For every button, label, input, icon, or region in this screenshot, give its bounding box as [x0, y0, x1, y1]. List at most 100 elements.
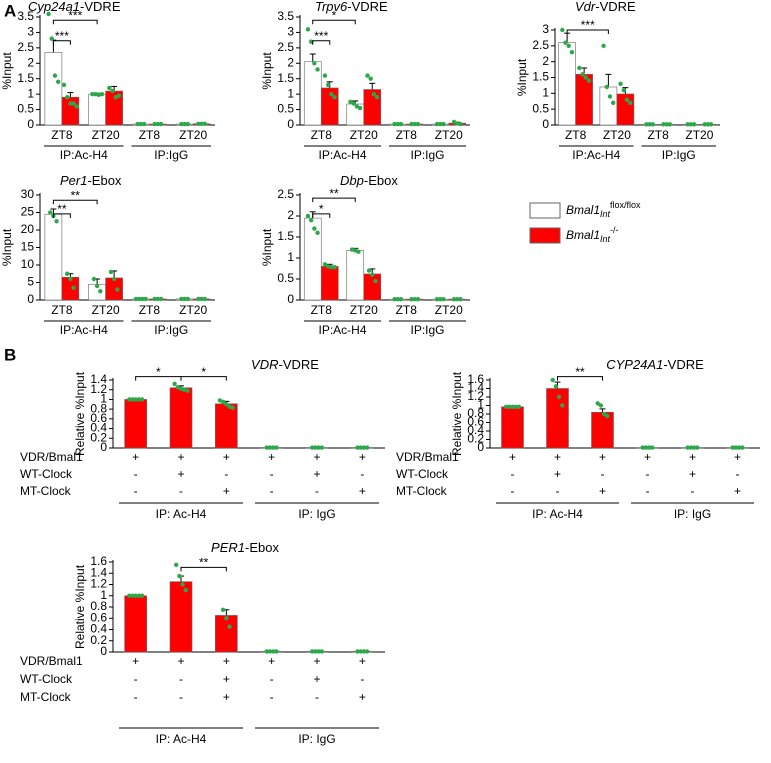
sig-bracket — [312, 213, 331, 218]
data-point — [220, 399, 226, 405]
y-axis-label: %Input — [0, 52, 14, 90]
y-tick-label: 0.8 — [90, 599, 107, 613]
data-point — [99, 91, 105, 97]
sig-label: ** — [57, 202, 67, 216]
condition-sign: + — [268, 450, 275, 464]
y-tick-label: 2.5 — [277, 187, 294, 201]
y-tick-label: 0 — [100, 440, 107, 454]
y-tick-label: 1 — [100, 392, 107, 406]
condition-sign: + — [689, 450, 696, 464]
data-point — [398, 121, 404, 127]
y-tick-label: 1.5 — [17, 71, 34, 85]
y-axis-label: %Input — [260, 52, 274, 90]
data-point — [130, 397, 135, 402]
data-point — [305, 27, 311, 32]
condition-label: VDR/Bmal1 — [396, 450, 459, 464]
data-point — [455, 296, 460, 302]
data-point — [516, 404, 522, 409]
condition-sign: + — [177, 467, 184, 481]
y-tick-label: 2 — [287, 208, 294, 222]
bar — [303, 217, 322, 301]
data-point — [510, 404, 515, 409]
sig-label: * — [201, 365, 206, 379]
x-tick-label: ZT8 — [396, 128, 418, 142]
data-point — [271, 649, 276, 654]
title-part: -VDRE — [80, 0, 121, 14]
data-point — [185, 296, 191, 302]
data-point — [736, 445, 742, 450]
data-point — [325, 82, 331, 88]
condition-sign: + — [359, 484, 366, 498]
data-point — [54, 219, 59, 224]
y-tick-label: 0.5 — [277, 271, 294, 285]
y-tick-label: 1 — [287, 86, 294, 100]
data-point — [595, 401, 600, 406]
data-point — [556, 394, 562, 400]
data-point — [569, 49, 575, 55]
data-point — [610, 100, 616, 106]
x-tick-label: ZT20 — [92, 303, 120, 317]
condition-sign: + — [554, 467, 561, 481]
y-tick-label: 3 — [287, 25, 294, 39]
sig-bracket — [312, 19, 356, 25]
data-point — [365, 73, 370, 78]
legend-sub: Int — [600, 234, 611, 244]
data-point — [605, 413, 610, 419]
data-point — [438, 121, 443, 127]
condition-sign: + — [177, 654, 184, 668]
data-point — [185, 121, 191, 127]
data-point — [351, 101, 356, 106]
y-tick-label: 30 — [21, 187, 35, 201]
x-tick-label: ZT20 — [179, 128, 207, 142]
data-point — [688, 445, 694, 450]
data-point — [332, 265, 337, 270]
y-tick-label: 0.6 — [467, 415, 484, 429]
data-point — [64, 95, 70, 100]
data-point — [182, 121, 187, 127]
x-tick-label: ZT8 — [139, 303, 161, 317]
data-point — [155, 121, 161, 127]
data-point — [560, 27, 565, 33]
data-point — [224, 616, 229, 621]
condition-sign: - — [270, 467, 274, 481]
data-point — [127, 397, 132, 402]
condition-sign: + — [734, 450, 741, 464]
x-tick-label: ZT20 — [685, 128, 713, 142]
data-point — [47, 210, 53, 215]
data-point — [315, 230, 320, 235]
y-tick-label: 2 — [542, 54, 549, 68]
x-tick-label: ZT20 — [179, 303, 207, 317]
condition-sign: - — [134, 672, 138, 686]
y-tick-label: 2 — [287, 55, 294, 69]
data-point — [577, 65, 582, 71]
y-tick-label: 1.2 — [467, 389, 484, 403]
sig-bracket — [180, 376, 227, 381]
condition-sign: - — [134, 467, 138, 481]
condition-sign: + — [223, 654, 230, 668]
data-point — [202, 296, 208, 302]
sig-bracket — [52, 19, 98, 25]
bar — [44, 52, 63, 126]
data-point — [364, 649, 370, 654]
bar — [546, 388, 569, 449]
y-tick-label: 1 — [477, 398, 484, 412]
y-tick-label: 0.2 — [467, 432, 484, 446]
data-point — [644, 122, 649, 127]
y-axis-label: Relative %Input — [73, 564, 87, 649]
condition-sign: + — [359, 450, 366, 464]
data-point — [227, 624, 232, 629]
x-tick-label: ZT20 — [435, 128, 463, 142]
data-point — [329, 265, 334, 270]
data-point — [274, 649, 279, 654]
data-point — [355, 445, 360, 450]
condition-sign: - — [134, 690, 138, 704]
data-point — [395, 296, 400, 302]
x-tick-label: ZT20 — [435, 303, 463, 317]
sig-bracket — [52, 213, 71, 218]
data-point — [580, 72, 585, 77]
bar — [88, 93, 106, 126]
data-point — [601, 43, 606, 49]
data-point — [364, 445, 370, 450]
data-point — [133, 296, 139, 302]
chart-title: Dbp-Ebox — [340, 173, 398, 188]
